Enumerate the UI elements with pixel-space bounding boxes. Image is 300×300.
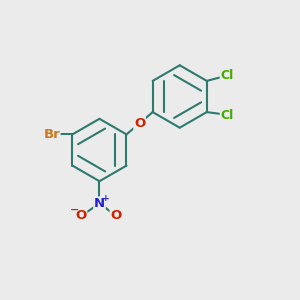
Text: N: N xyxy=(94,197,105,210)
Text: Cl: Cl xyxy=(220,69,234,82)
Text: O: O xyxy=(110,209,122,223)
Text: Cl: Cl xyxy=(220,109,234,122)
Text: Br: Br xyxy=(43,128,60,141)
Text: −: − xyxy=(70,205,79,215)
Text: O: O xyxy=(75,209,87,223)
Text: O: O xyxy=(134,117,145,130)
Text: +: + xyxy=(102,194,109,203)
